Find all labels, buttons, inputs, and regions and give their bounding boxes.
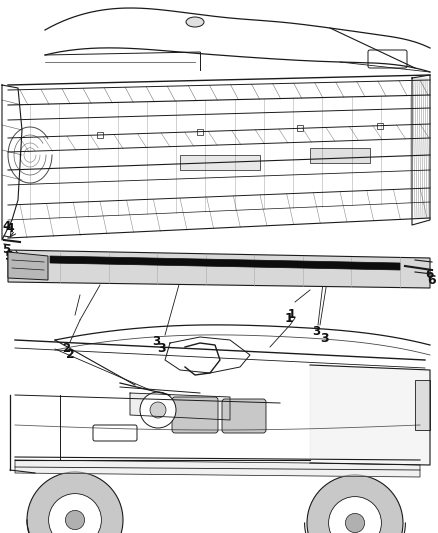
- Polygon shape: [8, 250, 430, 288]
- Text: 5: 5: [5, 249, 14, 262]
- Circle shape: [150, 402, 166, 418]
- Polygon shape: [15, 460, 420, 477]
- Circle shape: [49, 494, 102, 533]
- Text: 6: 6: [425, 268, 433, 281]
- Circle shape: [140, 392, 176, 428]
- Bar: [377, 123, 383, 128]
- Text: 3: 3: [312, 325, 320, 338]
- Circle shape: [307, 475, 403, 533]
- Circle shape: [65, 511, 85, 530]
- Bar: [415, 380, 430, 430]
- Text: 1: 1: [288, 308, 296, 321]
- Text: 5: 5: [2, 243, 10, 256]
- Polygon shape: [130, 393, 230, 420]
- Text: 3: 3: [320, 332, 328, 344]
- Text: 3: 3: [158, 342, 166, 354]
- FancyBboxPatch shape: [222, 399, 266, 433]
- Text: 6: 6: [427, 273, 436, 287]
- Bar: [97, 132, 103, 138]
- Text: 1: 1: [285, 311, 294, 325]
- Bar: [197, 128, 203, 135]
- FancyBboxPatch shape: [310, 148, 370, 163]
- Circle shape: [27, 472, 123, 533]
- FancyBboxPatch shape: [93, 425, 137, 441]
- Ellipse shape: [186, 17, 204, 27]
- Text: 3: 3: [152, 335, 160, 348]
- FancyBboxPatch shape: [180, 155, 260, 170]
- Polygon shape: [8, 252, 48, 280]
- Text: 2: 2: [66, 349, 74, 361]
- FancyBboxPatch shape: [172, 397, 218, 433]
- Polygon shape: [50, 256, 400, 270]
- Text: 4: 4: [5, 222, 14, 235]
- Circle shape: [328, 497, 381, 533]
- Text: 2: 2: [62, 342, 70, 355]
- FancyBboxPatch shape: [368, 50, 407, 68]
- Circle shape: [346, 513, 364, 532]
- Text: 4: 4: [2, 220, 10, 233]
- Bar: [297, 125, 303, 131]
- Polygon shape: [310, 365, 430, 465]
